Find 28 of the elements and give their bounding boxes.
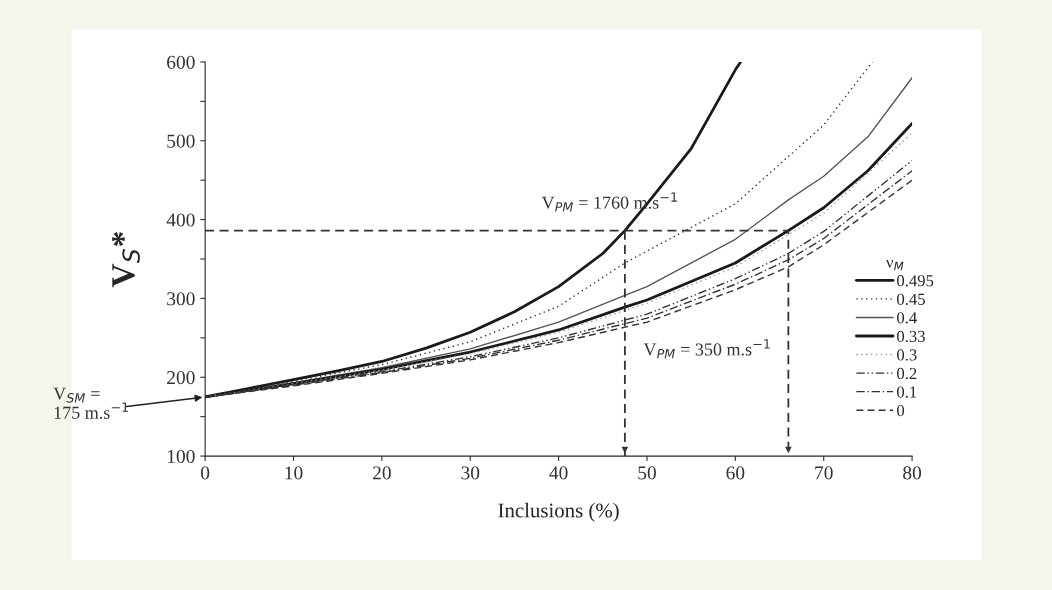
x-tick-label: 50 <box>638 466 656 480</box>
legend-label: 0.3 <box>897 349 917 361</box>
y-tick-label: 400 <box>166 213 195 227</box>
y-tick-label: 600 <box>167 55 195 69</box>
legend-label: 0.2 <box>897 367 917 380</box>
y-tick-label: 200 <box>167 371 195 385</box>
legend-label: 0.45 <box>897 293 925 305</box>
x-axis-title: Inclusions (%) <box>498 502 619 522</box>
y-tick-label: 500 <box>167 134 195 148</box>
x-tick-label: 30 <box>461 466 480 480</box>
y-tick-label: 100 <box>167 449 195 464</box>
legend-label: 0.33 <box>897 330 925 343</box>
legend-label: 0.495 <box>897 275 934 287</box>
legend-label: 0 <box>897 404 905 417</box>
x-tick-label: 40 <box>549 466 568 480</box>
legend-label: 0.4 <box>897 312 917 324</box>
text: V$_{SM}$ = 175 m.s$^{−1}$ <box>53 387 128 419</box>
x-tick-label: 20 <box>373 466 391 480</box>
y-tick-label: 300 <box>167 292 195 306</box>
x-tick-label: 80 <box>903 466 922 480</box>
x-tick-label: 70 <box>815 466 833 480</box>
x-tick-label: 60 <box>726 466 745 480</box>
y-axis-title: V$_{S}$* <box>112 232 140 288</box>
legend-title: ν$_{M}$ <box>886 259 904 271</box>
annotation: V$_{PM}$ = 350 m.s$^{−1}$ <box>643 339 770 359</box>
legend-label: 0.1 <box>897 386 917 398</box>
x-tick-label: 0 <box>201 466 210 480</box>
x-tick-label: 10 <box>285 466 303 480</box>
